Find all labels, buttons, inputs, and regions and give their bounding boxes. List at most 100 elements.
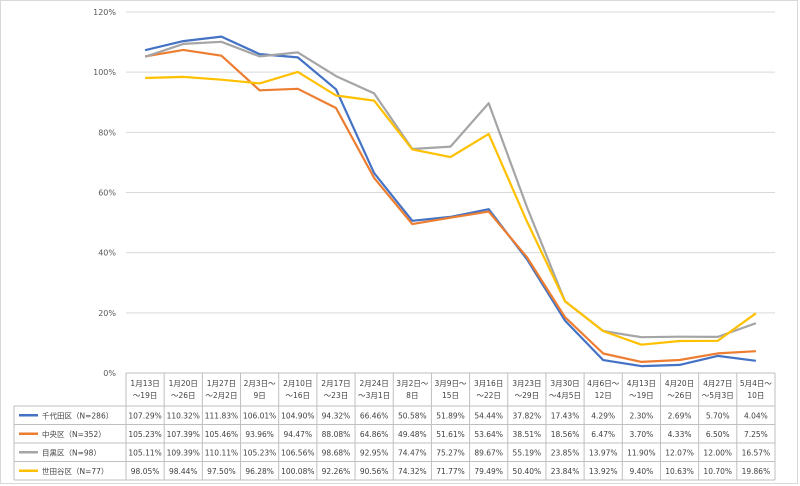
x-tick-label: 10日 — [747, 391, 764, 400]
y-tick-label: 0% — [103, 369, 116, 378]
data-label: 3.70% — [629, 430, 653, 439]
data-label: 13.92% — [589, 467, 618, 476]
x-tick-label: 1月27日 — [207, 379, 236, 388]
x-tick-label: ～19日 — [629, 391, 654, 400]
data-label: 55.19% — [513, 448, 542, 457]
data-label: 89.67% — [474, 448, 503, 457]
series-lines — [144, 35, 757, 368]
data-label: 94.32% — [322, 411, 351, 420]
x-tick-label: 2月17日 — [321, 379, 350, 388]
series-line-2 — [144, 48, 756, 363]
x-tick-label: 5月4日～ — [740, 379, 773, 388]
data-label: 109.39% — [167, 448, 200, 457]
data-label: 88.08% — [322, 430, 351, 439]
y-tick-label: 60% — [98, 189, 116, 198]
data-label: 106.01% — [243, 411, 276, 420]
y-tick-label: 40% — [98, 249, 116, 258]
data-label: 98.05% — [131, 467, 160, 476]
x-tick-label: 1月13日 — [130, 379, 159, 388]
x-tick-label: ～23日 — [324, 391, 349, 400]
data-label: 105.46% — [205, 430, 238, 439]
y-tick-label: 100% — [93, 68, 116, 77]
data-label: 13.97% — [589, 448, 618, 457]
x-tick-label: 3月9日～ — [434, 379, 467, 388]
x-tick-label: 3月30日 — [550, 379, 579, 388]
x-tick-label: ～16日 — [286, 391, 311, 400]
data-label: 23.85% — [551, 448, 580, 457]
data-label: 50.58% — [398, 411, 427, 420]
data-label: 97.50% — [207, 467, 236, 476]
data-label: 94.47% — [283, 430, 312, 439]
data-label: 19.86% — [742, 467, 771, 476]
data-label: 106.56% — [281, 448, 314, 457]
data-label: 50.40% — [513, 467, 542, 476]
data-label: 9.40% — [629, 467, 653, 476]
data-label: 53.64% — [474, 430, 503, 439]
data-table: 1月13日 ～19日 1月20日 ～26日 1月27日 ～2月2日 2月3日～ 9日 2月10日… — [13, 372, 776, 481]
x-tick-label: ～5月3日 — [702, 391, 734, 400]
x-tick-label: ～4月5日 — [549, 391, 581, 400]
data-label: 105.23% — [128, 430, 161, 439]
x-tick-label: ～2月2日 — [205, 391, 237, 400]
data-label: 18.56% — [551, 430, 580, 439]
x-tick-label: 2月24日 — [359, 379, 388, 388]
data-label: 66.46% — [360, 411, 389, 420]
y-tick-label: 20% — [98, 309, 116, 318]
data-label: 110.11% — [205, 448, 238, 457]
x-tick-label: ～3月1日 — [358, 391, 390, 400]
data-label: 75.27% — [436, 448, 465, 457]
data-label: 90.56% — [360, 467, 389, 476]
data-label: 98.68% — [322, 448, 351, 457]
data-label: 5.70% — [706, 411, 730, 420]
data-label: 111.83% — [205, 411, 238, 420]
data-label: 2.30% — [629, 411, 653, 420]
data-label: 98.44% — [169, 467, 198, 476]
x-tick-label: 3月23日 — [512, 379, 541, 388]
data-label: 23.84% — [551, 467, 580, 476]
x-tick-label: 12日 — [595, 391, 612, 400]
x-tick-label: 4月27日 — [703, 379, 732, 388]
data-label: 71.77% — [436, 467, 465, 476]
x-tick-label: 4月20日 — [665, 379, 694, 388]
data-label: 96.28% — [245, 467, 274, 476]
data-label: 12.07% — [665, 448, 694, 457]
x-tick-label: 3月16日 — [474, 379, 503, 388]
data-label: 74.47% — [398, 448, 427, 457]
data-label: 54.44% — [474, 411, 503, 420]
x-tick-label: 1月20日 — [169, 379, 198, 388]
x-tick-label: ～29日 — [515, 391, 540, 400]
data-label: 17.43% — [551, 411, 580, 420]
x-tick-label: 9日 — [253, 391, 265, 400]
data-label: 10.70% — [703, 467, 732, 476]
y-tick-label: 120% — [93, 8, 116, 17]
y-axis: 0% 20% 40% 60% 80% 100% 120% — [93, 8, 116, 378]
series-line-1 — [144, 35, 757, 368]
x-tick-label: 3月2日～ — [396, 379, 429, 388]
data-label: 104.90% — [281, 411, 314, 420]
x-tick-label: 8日 — [406, 391, 418, 400]
data-label: 74.32% — [398, 467, 427, 476]
data-label: 4.29% — [591, 411, 615, 420]
data-label: 51.89% — [436, 411, 465, 420]
data-label: 16.57% — [742, 448, 771, 457]
data-label: 105.11% — [128, 448, 161, 457]
data-label: 107.29% — [128, 411, 161, 420]
data-label: 12.00% — [703, 448, 732, 457]
x-tick-label: 4月6日～ — [587, 379, 620, 388]
data-label: 107.39% — [167, 430, 200, 439]
data-label: 92.26% — [322, 467, 351, 476]
data-label: 7.25% — [744, 430, 768, 439]
x-tick-label: 2月3日～ — [244, 379, 277, 388]
data-label: 100.08% — [281, 467, 314, 476]
data-label: 4.04% — [744, 411, 768, 420]
x-tick-label: ～19日 — [133, 391, 158, 400]
data-label: 49.48% — [398, 430, 427, 439]
legend-label: 中央区（N=352） — [42, 429, 106, 439]
x-tick-label: 15日 — [442, 391, 459, 400]
y-tick-label: 80% — [98, 128, 116, 137]
x-tick-label: ～26日 — [171, 391, 196, 400]
x-tick-label: 2月10日 — [283, 379, 312, 388]
series-line-4 — [145, 70, 757, 346]
